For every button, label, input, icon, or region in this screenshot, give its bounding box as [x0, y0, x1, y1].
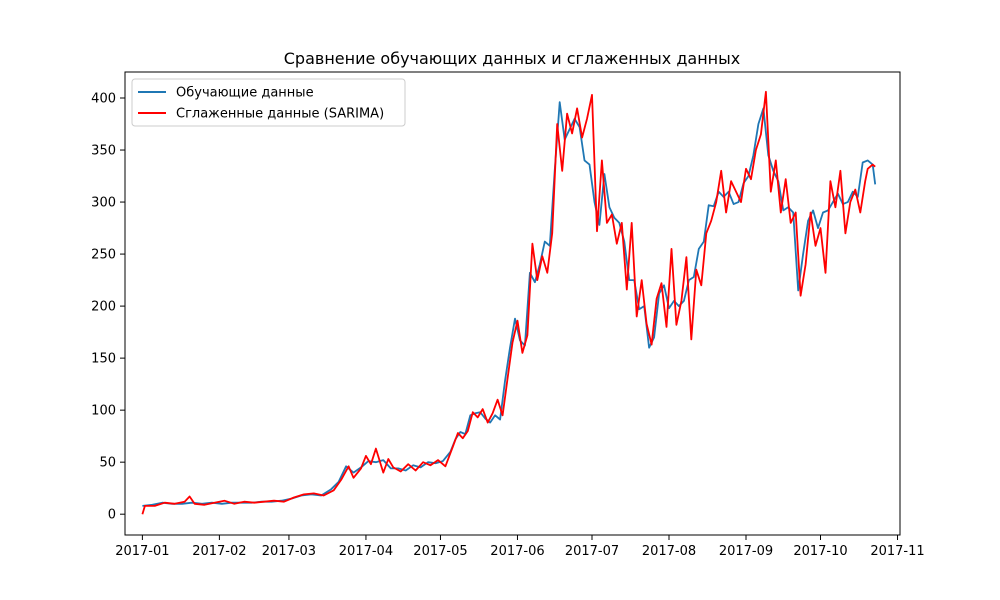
legend-label-1: Обучающие данные: [176, 86, 314, 101]
y-tick-label: 250: [91, 248, 116, 263]
y-tick-label: 200: [91, 300, 116, 315]
x-tick-label: 2017-03: [262, 544, 316, 559]
y-tick-label: 300: [91, 196, 116, 211]
axes-layer: 2017-01 2017-02 2017-03 2017-04 2017-05 2017-…: [91, 71, 925, 559]
x-tick-label: 2017-06: [490, 544, 544, 559]
y-tick-label: 350: [91, 144, 116, 159]
x-tick-label: 2017-02: [192, 544, 246, 559]
x-tick-label: 2017-05: [413, 544, 467, 559]
x-tick-label: 2017-08: [642, 544, 696, 559]
chart-title: Сравнение обучающих данных и сглаженных …: [284, 49, 740, 68]
y-tick-label: 100: [91, 404, 116, 419]
x-tick-label: 2017-10: [793, 544, 847, 559]
y-tick-label: 150: [91, 352, 116, 367]
x-tick-label: 2017-01: [115, 544, 169, 559]
y-tick-label: 400: [91, 92, 116, 107]
y-tick-label: 0: [108, 508, 116, 523]
series-line-2: [141, 90, 876, 515]
legend: Обучающие данные Сглаженные данные (SARIM…: [131, 78, 406, 127]
x-tick-label: 2017-11: [870, 544, 924, 559]
x-tick-label: 2017-04: [339, 544, 393, 559]
x-tick-label: 2017-07: [565, 544, 619, 559]
legend-box: [131, 78, 406, 127]
legend-label-2: Сглаженные данные (SARIMA): [176, 107, 384, 122]
x-tick-label: 2017-09: [719, 544, 773, 559]
series-layer: [141, 90, 877, 515]
plot-frame: [124, 71, 901, 536]
y-tick-label: 50: [99, 456, 116, 471]
